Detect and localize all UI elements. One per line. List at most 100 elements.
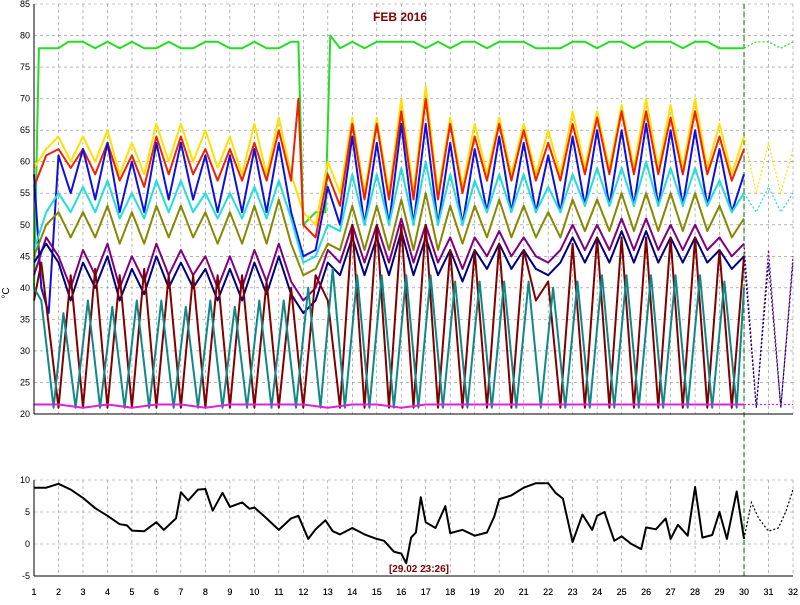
x-tick-label: 8 [203, 587, 208, 597]
x-tick-label: 12 [298, 587, 308, 597]
x-tick-label: 22 [543, 587, 553, 597]
x-tick-label: 12 [298, 587, 308, 597]
x-tick-label: 32 [788, 587, 798, 597]
series-line-0-10 [34, 403, 744, 409]
x-tick-label: 19 [470, 587, 480, 597]
x-tick-label: 18 [445, 587, 455, 597]
x-tick-label: 21 [519, 587, 529, 597]
series-line-0-3 [33, 122, 745, 315]
chart-title: FEB 2016 [373, 10, 427, 24]
x-tick-label: 3 [80, 587, 85, 597]
y-tick-label: 55 [20, 188, 30, 198]
x-tick-label: 24 [592, 587, 602, 597]
x-tick-label: 26 [641, 587, 651, 597]
x-tick-label: 6 [154, 587, 159, 597]
x-tick-label: 23 [568, 587, 578, 597]
y-tick-label: 70 [20, 94, 30, 104]
x-tick-label: 30 [739, 587, 749, 597]
y-tick-label: 75 [20, 62, 30, 72]
x-tick-label: 28 [690, 587, 700, 597]
x-tick-label: 25 [617, 587, 627, 597]
series-layer [33, 34, 794, 565]
y-tick-label: 10 [20, 475, 30, 485]
x-tick-label: 13 [323, 587, 333, 597]
x-tick-label: 22 [543, 587, 553, 597]
x-tick-label: 18 [445, 587, 455, 597]
x-tick-label: 17 [421, 587, 431, 597]
x-tick-label: 21 [519, 587, 529, 597]
x-tick-label: 14 [347, 587, 357, 597]
x-tick-label: 15 [372, 587, 382, 597]
x-tick-label: 28 [690, 587, 700, 597]
x-tick-label: 25 [617, 587, 627, 597]
x-tick-label: 30 [739, 587, 749, 597]
x-tick-label: 10 [249, 587, 259, 597]
series-line-0-7 [33, 230, 745, 315]
y-tick-label: 30 [20, 346, 30, 356]
y-tick-label: 5 [25, 507, 30, 517]
x-tick-label: 4 [105, 587, 110, 597]
x-tick-label: 1 [31, 587, 36, 597]
x-tick-label: 13 [323, 587, 333, 597]
x-tick-label: 31 [764, 587, 774, 597]
x-tick-label: 14 [347, 587, 357, 597]
x-tick-label: 4 [105, 587, 110, 597]
x-tick-label: 5 [129, 587, 134, 597]
y-tick-label: 50 [20, 220, 30, 230]
y-tick-label: -5 [22, 571, 30, 581]
x-tick-label: 26 [641, 587, 651, 597]
y-tick-label: 85 [20, 0, 30, 9]
x-tick-label: 16 [396, 587, 406, 597]
x-tick-label: 1 [31, 587, 36, 597]
y-tick-label: 45 [20, 251, 30, 261]
x-tick-label: 7 [178, 587, 183, 597]
forecast-line-0-1 [743, 136, 794, 196]
y-tick-label: 20 [20, 409, 30, 419]
y-tick-label: 80 [20, 31, 30, 41]
y-tick-label: 60 [20, 157, 30, 167]
x-tick-label: 3 [80, 587, 85, 597]
x-tick-label: 2 [56, 587, 61, 597]
y-axis-label: °C [1, 287, 12, 298]
series-line-1-0 [34, 482, 745, 565]
x-tick-label: 27 [666, 587, 676, 597]
forecast-line-0-0 [743, 41, 794, 49]
x-tick-label: 6 [154, 587, 159, 597]
x-tick-label: 9 [227, 587, 232, 597]
series-line-0-2 [33, 97, 745, 239]
series-line-0-5 [33, 192, 745, 277]
y-tick-label: 40 [20, 283, 30, 293]
x-tick-label: 11 [274, 587, 283, 597]
x-tick-label: 5 [129, 587, 134, 597]
timestamp-annotation: [29.02 23:26] [389, 564, 449, 575]
x-tick-label: 11 [274, 587, 283, 597]
x-tick-label: 20 [494, 587, 504, 597]
x-tick-label: 15 [372, 587, 382, 597]
x-tick-label: 20 [494, 587, 504, 597]
x-tick-label: 19 [470, 587, 480, 597]
x-tick-label: 7 [178, 587, 183, 597]
x-tick-label: 17 [421, 587, 431, 597]
x-tick-label: 29 [715, 587, 725, 597]
series-line-0-0 [33, 34, 744, 288]
x-tick-label: 2 [56, 587, 61, 597]
x-tick-label: 24 [592, 587, 602, 597]
y-tick-label: 0 [25, 539, 30, 549]
x-tick-label: 16 [396, 587, 406, 597]
x-tick-label: 10 [249, 587, 259, 597]
x-tick-label: 23 [568, 587, 578, 597]
series-line-0-4 [33, 160, 745, 264]
y-tick-label: 65 [20, 125, 30, 135]
forecast-line-1-0 [743, 489, 794, 540]
series-line-0-6 [33, 217, 745, 302]
x-tick-label: 29 [715, 587, 725, 597]
y-tick-label: 35 [20, 314, 30, 324]
y-tick-label: 25 [20, 377, 30, 387]
x-tick-label: 8 [203, 587, 208, 597]
x-tick-label: 9 [227, 587, 232, 597]
forecast-line-0-4 [743, 256, 794, 408]
x-tick-label: 31 [764, 587, 774, 597]
